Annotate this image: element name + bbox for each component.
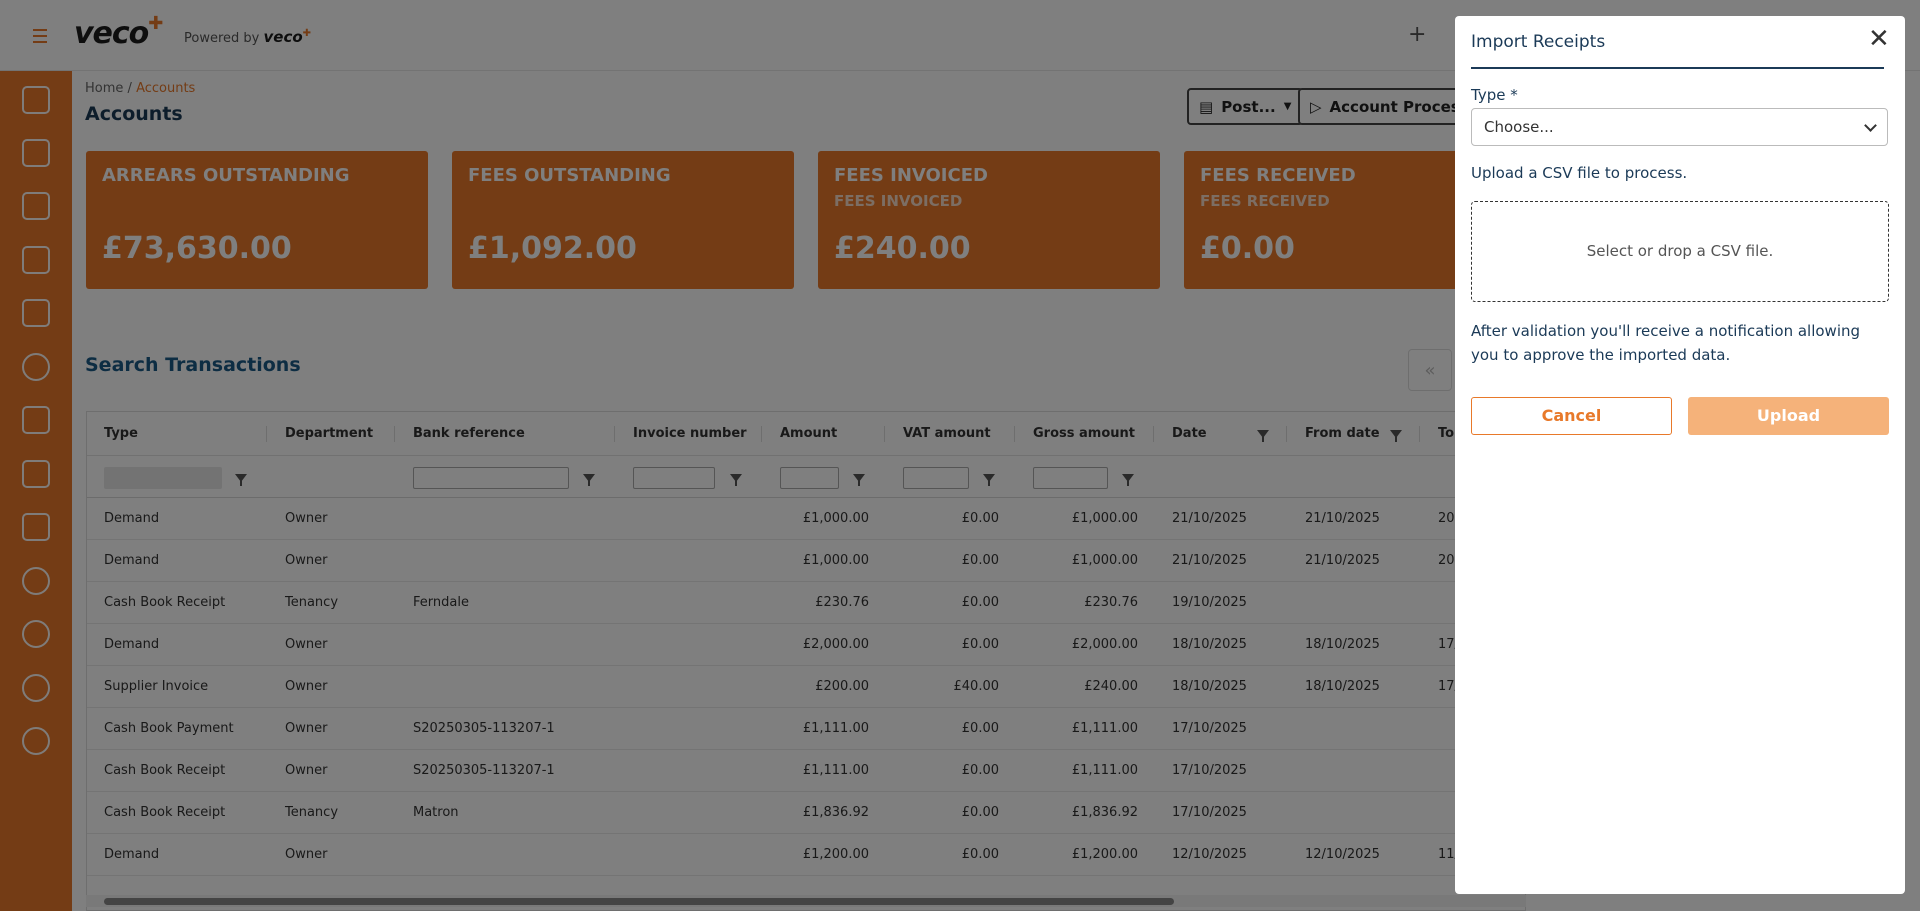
upload-button[interactable]: Upload [1688,397,1889,435]
import-receipts-dialog: Import Receipts ✕ Type * Choose... Uploa… [1455,16,1905,894]
title-divider [1471,67,1884,69]
upload-instruction: Upload a CSV file to process. [1471,164,1688,182]
csv-drop-zone[interactable]: Select or drop a CSV file. [1471,201,1889,302]
chevron-down-icon [1864,119,1877,132]
validation-note: After validation you'll receive a notifi… [1471,322,1861,364]
close-icon[interactable]: ✕ [1868,24,1890,54]
type-label: Type * [1471,86,1518,104]
type-select[interactable]: Choose... [1471,108,1888,146]
dialog-title: Import Receipts [1471,32,1606,52]
cancel-button[interactable]: Cancel [1471,397,1672,435]
